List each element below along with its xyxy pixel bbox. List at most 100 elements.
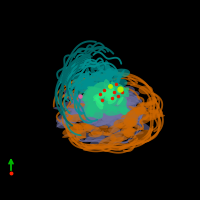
Ellipse shape (93, 82, 106, 91)
Ellipse shape (82, 81, 89, 92)
Ellipse shape (98, 85, 103, 93)
Ellipse shape (91, 87, 106, 96)
Ellipse shape (114, 79, 127, 87)
Ellipse shape (136, 109, 152, 115)
Ellipse shape (114, 74, 119, 85)
Ellipse shape (123, 128, 139, 132)
Ellipse shape (110, 120, 118, 126)
Ellipse shape (101, 95, 112, 103)
Ellipse shape (124, 117, 136, 126)
Ellipse shape (114, 83, 129, 97)
Ellipse shape (128, 115, 140, 122)
Ellipse shape (105, 94, 130, 106)
Ellipse shape (76, 113, 87, 120)
Ellipse shape (90, 68, 98, 79)
Ellipse shape (95, 69, 105, 92)
Ellipse shape (148, 107, 158, 114)
Ellipse shape (94, 91, 105, 106)
Ellipse shape (83, 105, 109, 113)
Ellipse shape (117, 97, 124, 106)
Ellipse shape (106, 99, 124, 104)
Ellipse shape (102, 114, 123, 120)
Ellipse shape (62, 128, 72, 135)
Ellipse shape (93, 74, 108, 82)
Ellipse shape (106, 84, 120, 93)
Ellipse shape (56, 107, 83, 123)
Ellipse shape (105, 91, 121, 100)
Ellipse shape (62, 93, 87, 102)
Ellipse shape (99, 104, 114, 113)
Ellipse shape (98, 108, 116, 122)
Ellipse shape (111, 120, 120, 128)
Ellipse shape (73, 82, 101, 95)
Ellipse shape (101, 121, 113, 127)
Ellipse shape (81, 76, 96, 90)
Ellipse shape (108, 112, 136, 123)
Ellipse shape (111, 81, 122, 95)
Ellipse shape (91, 82, 100, 97)
Ellipse shape (82, 91, 95, 102)
Ellipse shape (86, 98, 101, 107)
Ellipse shape (83, 145, 99, 151)
Ellipse shape (103, 71, 116, 77)
Ellipse shape (109, 103, 122, 114)
Ellipse shape (87, 114, 96, 122)
Ellipse shape (117, 102, 135, 113)
Ellipse shape (124, 112, 139, 122)
Ellipse shape (108, 88, 115, 96)
Ellipse shape (72, 74, 86, 87)
Ellipse shape (99, 89, 109, 96)
Ellipse shape (116, 112, 133, 124)
Ellipse shape (111, 96, 139, 108)
Ellipse shape (86, 77, 99, 82)
Ellipse shape (66, 111, 91, 117)
Ellipse shape (85, 121, 99, 131)
Ellipse shape (118, 143, 131, 151)
Ellipse shape (72, 78, 93, 88)
Ellipse shape (111, 86, 115, 95)
Ellipse shape (86, 102, 98, 117)
Ellipse shape (148, 98, 159, 104)
Ellipse shape (142, 110, 163, 121)
Ellipse shape (84, 132, 105, 141)
Ellipse shape (149, 110, 159, 114)
Ellipse shape (118, 99, 127, 115)
Ellipse shape (82, 86, 96, 101)
Ellipse shape (75, 86, 83, 95)
Ellipse shape (84, 102, 94, 115)
Ellipse shape (122, 129, 136, 133)
Ellipse shape (78, 86, 99, 94)
Ellipse shape (136, 111, 145, 114)
Ellipse shape (110, 131, 131, 142)
Ellipse shape (85, 77, 94, 87)
Ellipse shape (101, 107, 121, 118)
Ellipse shape (108, 96, 117, 104)
Ellipse shape (132, 103, 151, 112)
Ellipse shape (87, 90, 95, 97)
Ellipse shape (88, 82, 100, 88)
Ellipse shape (62, 131, 83, 138)
Ellipse shape (76, 101, 101, 114)
Ellipse shape (94, 82, 101, 91)
Ellipse shape (90, 106, 95, 117)
Ellipse shape (99, 88, 106, 102)
Ellipse shape (87, 102, 101, 107)
Ellipse shape (89, 89, 99, 98)
Ellipse shape (92, 102, 101, 113)
Ellipse shape (99, 99, 110, 109)
Ellipse shape (72, 102, 88, 116)
Ellipse shape (88, 101, 95, 112)
Ellipse shape (88, 102, 114, 112)
Ellipse shape (126, 121, 140, 126)
Ellipse shape (86, 81, 95, 100)
Ellipse shape (87, 94, 101, 103)
Ellipse shape (107, 98, 131, 109)
Ellipse shape (124, 111, 143, 120)
Ellipse shape (110, 126, 121, 130)
Ellipse shape (138, 85, 153, 94)
Ellipse shape (96, 115, 116, 127)
Ellipse shape (90, 95, 96, 103)
Ellipse shape (101, 89, 110, 96)
Ellipse shape (87, 84, 95, 92)
Ellipse shape (95, 98, 104, 106)
